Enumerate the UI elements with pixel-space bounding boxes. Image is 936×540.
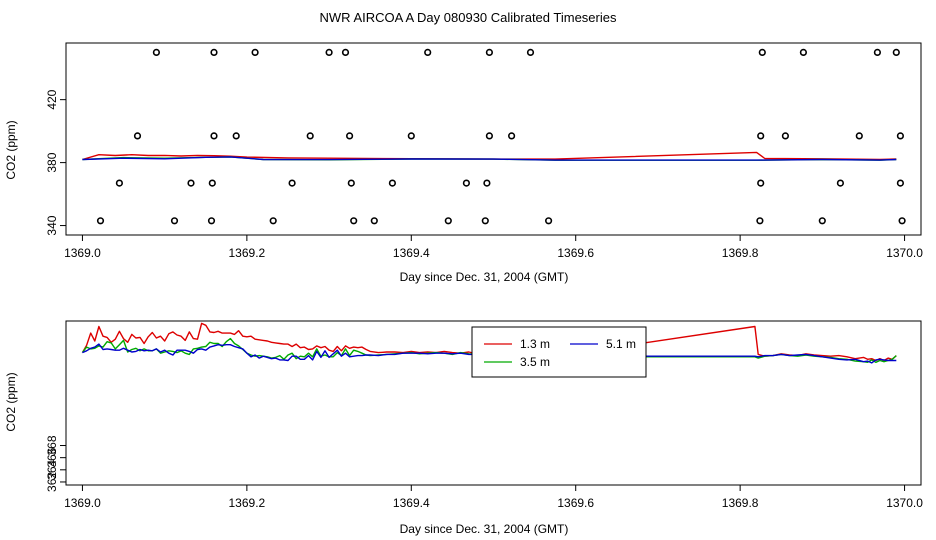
flag-point	[818, 217, 826, 225]
bottom-x-axis: 1369.0 1369.2 1369.4 1369.6 1369.8 1370.0	[64, 485, 923, 510]
flag-point	[799, 48, 808, 57]
top-x-tick-label: 1369.6	[557, 246, 594, 260]
bottom-x-tick-label: 1370.0	[886, 496, 923, 510]
top-y-tick-label: 420	[45, 89, 59, 109]
flag-point	[444, 217, 452, 225]
top-series-1-3-m	[82, 151, 897, 161]
flag-point	[757, 132, 765, 140]
flag-point	[892, 48, 900, 57]
flag-point	[485, 48, 494, 57]
flag-point	[325, 48, 333, 57]
flag-point	[462, 179, 471, 187]
top-series-5-1-m	[82, 156, 897, 161]
legend: 1.3 m 5.1 m 3.5 m	[471, 326, 647, 378]
flag-point	[346, 132, 354, 140]
flag-point	[269, 217, 277, 225]
flag-point	[251, 48, 259, 57]
flag-point	[781, 132, 790, 140]
top-y-axis: 340 380 420	[45, 89, 66, 236]
legend-label-3-5m: 3.5 m	[520, 355, 550, 369]
flag-point	[210, 132, 218, 140]
bottom-x-axis-label: Day since Dec. 31, 2004 (GMT)	[400, 522, 569, 536]
legend-label-5-1m: 5.1 m	[606, 337, 636, 351]
top-plot: 1369.0 1369.2 1369.4 1369.6 1369.8 1370.0 340…	[4, 42, 923, 284]
top-x-tick-label: 1369.4	[393, 246, 430, 260]
flag-point	[152, 48, 160, 57]
bottom-x-tick-label: 1369.6	[557, 496, 594, 510]
top-x-axis-label: Day since Dec. 31, 2004 (GMT)	[400, 270, 569, 284]
flag-point	[898, 217, 906, 225]
flag-point	[544, 217, 553, 225]
flag-point	[508, 132, 516, 140]
flag-point	[288, 179, 296, 187]
bottom-series-5-1-m	[82, 343, 897, 364]
top-x-tick-label: 1370.0	[886, 246, 923, 260]
top-x-tick-label: 1369.2	[229, 246, 266, 260]
flag-point	[873, 48, 882, 57]
chart-title: NWR AIRCOA A Day 080930 Calibrated Times…	[320, 10, 617, 25]
top-y-tick-label: 340	[45, 215, 59, 235]
bottom-y-tick-label: 362	[45, 472, 59, 492]
bottom-x-tick-label: 1369.2	[229, 496, 266, 510]
flag-point	[481, 217, 489, 225]
flag-point	[207, 217, 216, 225]
flag-point	[836, 179, 845, 187]
flag-point	[232, 132, 240, 140]
bottom-x-tick-label: 1369.8	[722, 496, 759, 510]
legend-box	[471, 326, 647, 378]
top-x-tick-label: 1369.0	[64, 246, 101, 260]
bottom-y-tick-label: 364	[45, 459, 59, 479]
top-flag-points	[96, 48, 906, 225]
flag-point	[756, 217, 764, 225]
flag-point	[388, 179, 397, 187]
flag-point	[133, 132, 142, 140]
flag-point	[758, 48, 766, 57]
flag-point	[526, 48, 535, 57]
top-x-tick-label: 1369.8	[722, 246, 759, 260]
flag-point	[424, 48, 432, 57]
top-y-tick-label: 380	[45, 152, 59, 172]
flag-point	[115, 179, 123, 187]
flag-point	[96, 217, 105, 225]
flag-point	[485, 132, 494, 140]
flag-point	[306, 132, 314, 140]
bottom-y-tick-label: 366	[45, 447, 59, 467]
bottom-series-group	[81, 322, 897, 364]
top-y-axis-label: CO2 (ppm)	[4, 120, 18, 179]
bottom-y-tick-label: 368	[45, 435, 59, 455]
flag-point	[187, 179, 195, 187]
top-x-axis: 1369.0 1369.2 1369.4 1369.6 1369.8 1370.0	[64, 235, 923, 260]
bottom-plot: 1369.0 1369.2 1369.4 1369.6 1369.8 1370.0 362…	[4, 320, 923, 536]
flag-point	[896, 179, 905, 187]
bottom-y-axis-label: CO2 (ppm)	[4, 372, 18, 431]
flag-point	[347, 179, 355, 187]
top-series-group	[82, 151, 897, 161]
flag-point	[483, 179, 491, 187]
flag-point	[170, 217, 179, 225]
flag-point	[341, 48, 350, 57]
flag-point	[407, 132, 415, 140]
flag-point	[757, 179, 765, 187]
legend-label-1-3m: 1.3 m	[520, 337, 550, 351]
flag-point	[855, 132, 863, 140]
flag-point	[208, 179, 216, 187]
flag-point	[350, 217, 358, 225]
flag-point	[370, 217, 378, 225]
flag-point	[896, 132, 905, 140]
bottom-x-tick-label: 1369.4	[393, 496, 430, 510]
bottom-plot-frame	[65, 320, 922, 486]
top-plot-frame	[65, 42, 922, 236]
bottom-x-tick-label: 1369.0	[64, 496, 101, 510]
flag-point	[210, 48, 218, 57]
